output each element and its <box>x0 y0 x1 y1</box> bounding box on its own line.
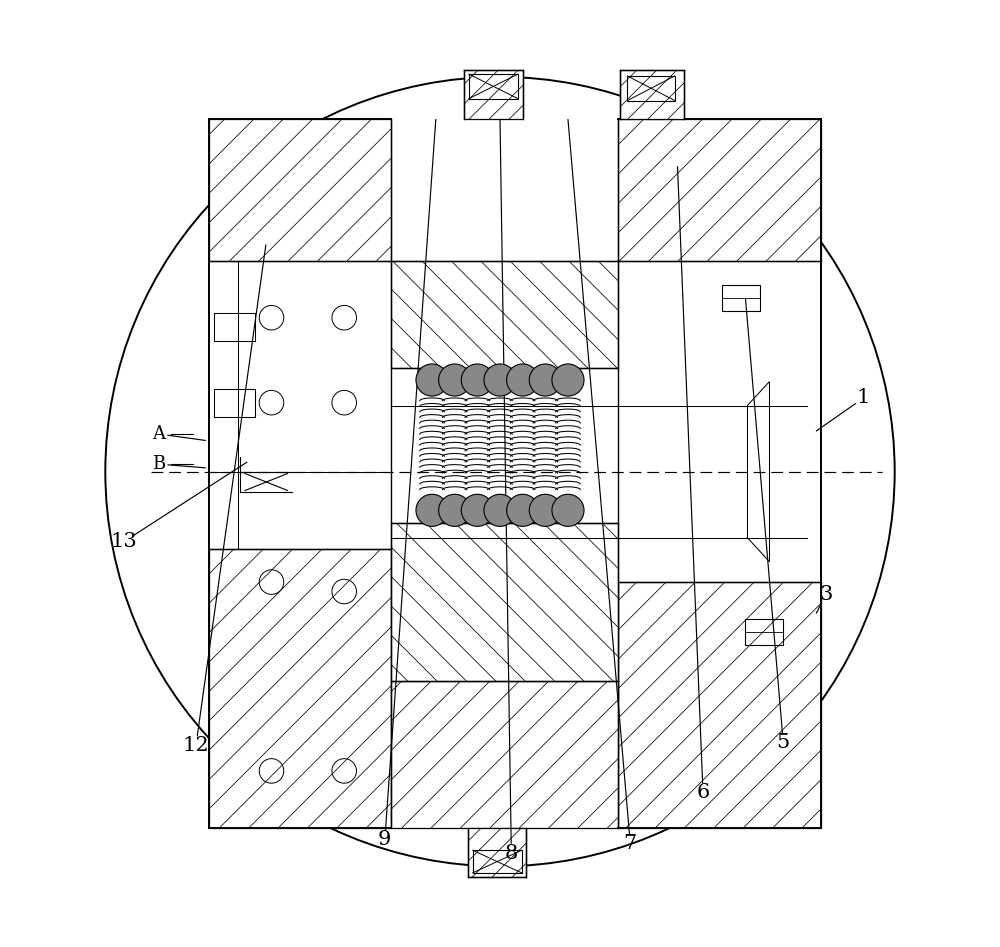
Text: A: A <box>152 425 165 443</box>
Polygon shape <box>391 523 618 681</box>
Polygon shape <box>391 681 618 828</box>
Polygon shape <box>209 549 391 828</box>
Polygon shape <box>620 70 684 119</box>
Circle shape <box>484 494 516 527</box>
Polygon shape <box>209 119 391 261</box>
Polygon shape <box>209 119 391 261</box>
Circle shape <box>461 494 493 527</box>
Text: 3: 3 <box>819 585 832 604</box>
Circle shape <box>484 364 516 396</box>
Bar <box>469 74 518 98</box>
Polygon shape <box>464 70 523 119</box>
Circle shape <box>552 364 584 396</box>
Polygon shape <box>391 681 618 828</box>
Circle shape <box>507 494 539 527</box>
Polygon shape <box>618 582 821 828</box>
Polygon shape <box>391 261 618 367</box>
Circle shape <box>507 364 539 396</box>
Polygon shape <box>468 828 526 877</box>
Polygon shape <box>620 70 684 119</box>
Polygon shape <box>464 70 523 119</box>
Bar <box>473 850 522 873</box>
Text: B: B <box>152 456 165 474</box>
Text: 12: 12 <box>183 736 209 755</box>
Circle shape <box>439 364 471 396</box>
Polygon shape <box>391 523 618 681</box>
Text: 8: 8 <box>505 844 518 863</box>
Text: 5: 5 <box>777 733 790 752</box>
Circle shape <box>529 364 561 396</box>
Polygon shape <box>468 828 526 877</box>
Bar <box>722 285 760 312</box>
Bar <box>745 619 783 645</box>
Circle shape <box>461 364 493 396</box>
Polygon shape <box>209 549 391 828</box>
Text: 7: 7 <box>624 834 637 853</box>
Polygon shape <box>618 582 821 828</box>
Polygon shape <box>391 261 618 367</box>
Circle shape <box>529 494 561 527</box>
Circle shape <box>416 494 448 527</box>
Polygon shape <box>618 119 821 261</box>
Circle shape <box>416 364 448 396</box>
Circle shape <box>439 494 471 527</box>
Polygon shape <box>618 119 821 261</box>
Circle shape <box>552 494 584 527</box>
Bar <box>627 76 675 100</box>
Text: 1: 1 <box>857 388 870 407</box>
Text: 6: 6 <box>696 783 710 802</box>
Text: 9: 9 <box>378 831 391 849</box>
Text: 13: 13 <box>111 532 138 551</box>
